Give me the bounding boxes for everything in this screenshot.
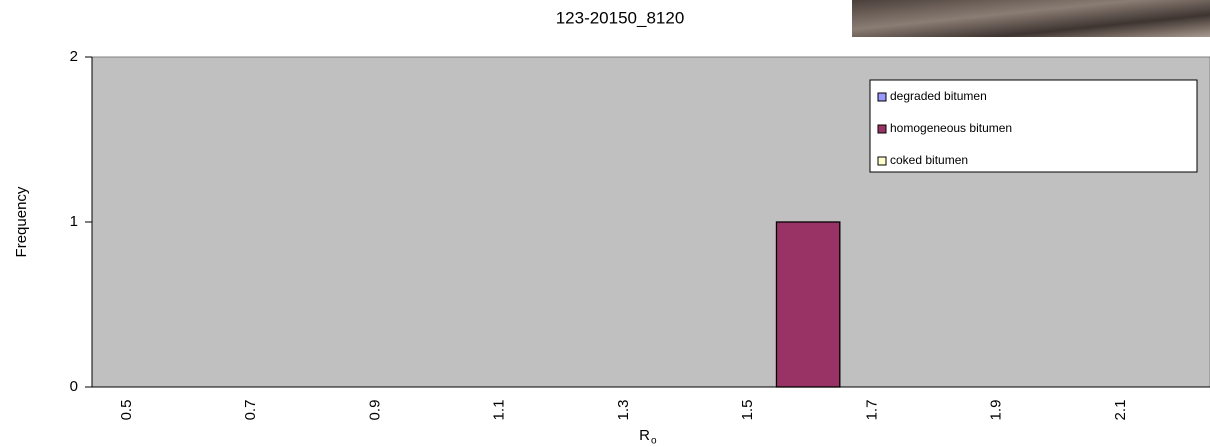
- y-tick-label: 1: [70, 213, 78, 230]
- legend-label: coked bitumen: [890, 153, 968, 167]
- x-tick-label: 0.5: [118, 400, 135, 421]
- x-tick-label: 0.7: [242, 400, 259, 421]
- legend-swatch: [877, 124, 887, 134]
- x-tick-label: 2.1: [1112, 400, 1129, 421]
- legend-label: degraded bitumen: [890, 89, 987, 103]
- chart-title: 123-20150_8120: [556, 8, 685, 27]
- x-tick-label: 1.7: [863, 400, 880, 421]
- x-tick-label: 1.3: [615, 400, 632, 421]
- x-axis-label-subscript: o: [651, 436, 657, 447]
- legend-swatch: [877, 92, 887, 102]
- photo: [852, 0, 1210, 37]
- legend: [869, 79, 1198, 173]
- y-axis-label: Frequency: [13, 186, 30, 257]
- legend-label: homogeneous bitumen: [890, 121, 1012, 135]
- x-axis-label: R: [639, 427, 650, 444]
- y-tick-label: 0: [70, 378, 78, 395]
- x-tick-label: 1.1: [491, 400, 508, 421]
- bar: [775, 221, 841, 388]
- x-tick-label: 1.9: [988, 400, 1005, 421]
- y-tick-label: 2: [70, 48, 78, 65]
- x-tick-label: 0.9: [366, 400, 383, 421]
- legend-swatch: [877, 156, 887, 166]
- x-tick-label: 1.5: [739, 400, 756, 421]
